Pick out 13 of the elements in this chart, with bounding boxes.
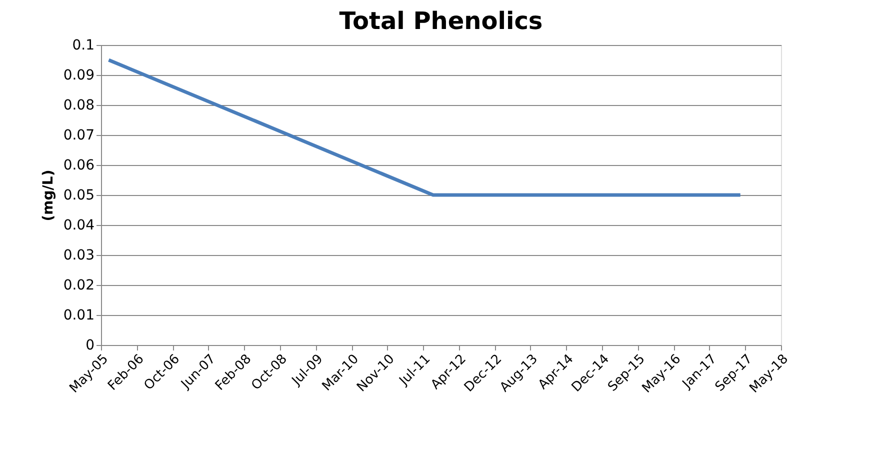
y-tick-label: 0.04 — [63, 218, 95, 234]
chart-title: Total Phenolics — [339, 7, 543, 35]
y-tick-label: 0.08 — [63, 98, 94, 114]
y-tick-label: 0.1 — [72, 38, 94, 54]
y-tick-label: 0.09 — [63, 68, 94, 84]
y-tick-label: 0.06 — [63, 158, 95, 174]
y-tick-label: 0.02 — [63, 278, 94, 294]
y-tick-label: 0.07 — [63, 128, 94, 144]
y-tick-label: 0 — [86, 338, 94, 354]
y-tick-label: 0.01 — [63, 308, 94, 324]
y-tick-label: 0.05 — [63, 188, 94, 204]
y-tick-label: 0.03 — [63, 248, 94, 264]
y-axis-title: (mg/L) — [40, 170, 56, 222]
